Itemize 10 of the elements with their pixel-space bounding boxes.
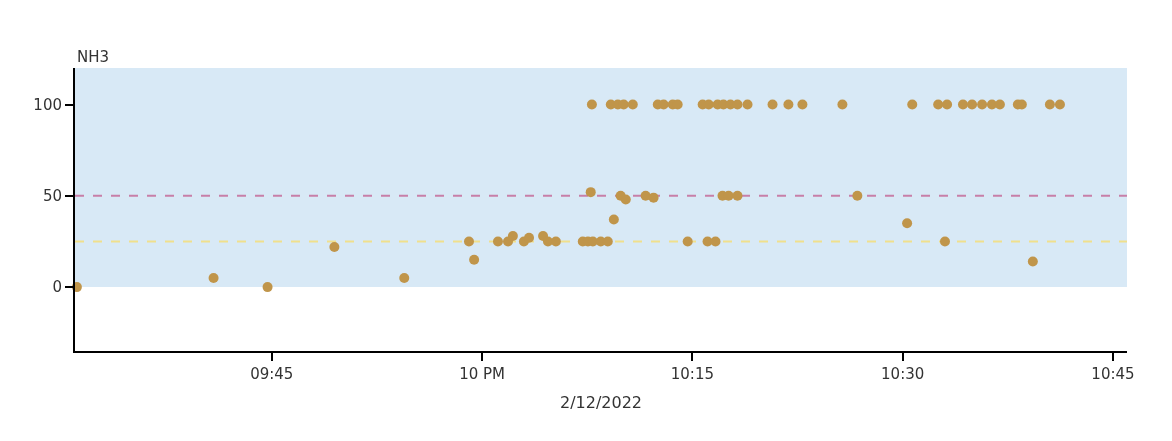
y-tick-label: 50 [42,187,62,206]
x-tick-label: 10:30 [881,365,925,383]
y-tick-label: 100 [33,95,62,114]
y-axis-title: NH3 [77,48,110,66]
x-tick-label: 10:15 [670,365,714,383]
y-tick-label: 0 [52,278,62,297]
x-axis-title: 2/12/2022 [559,393,643,413]
x-tick-label: 10 PM [459,365,505,383]
x-tick-label: 09:45 [250,365,294,383]
x-tick-label: 10:45 [1091,365,1135,383]
